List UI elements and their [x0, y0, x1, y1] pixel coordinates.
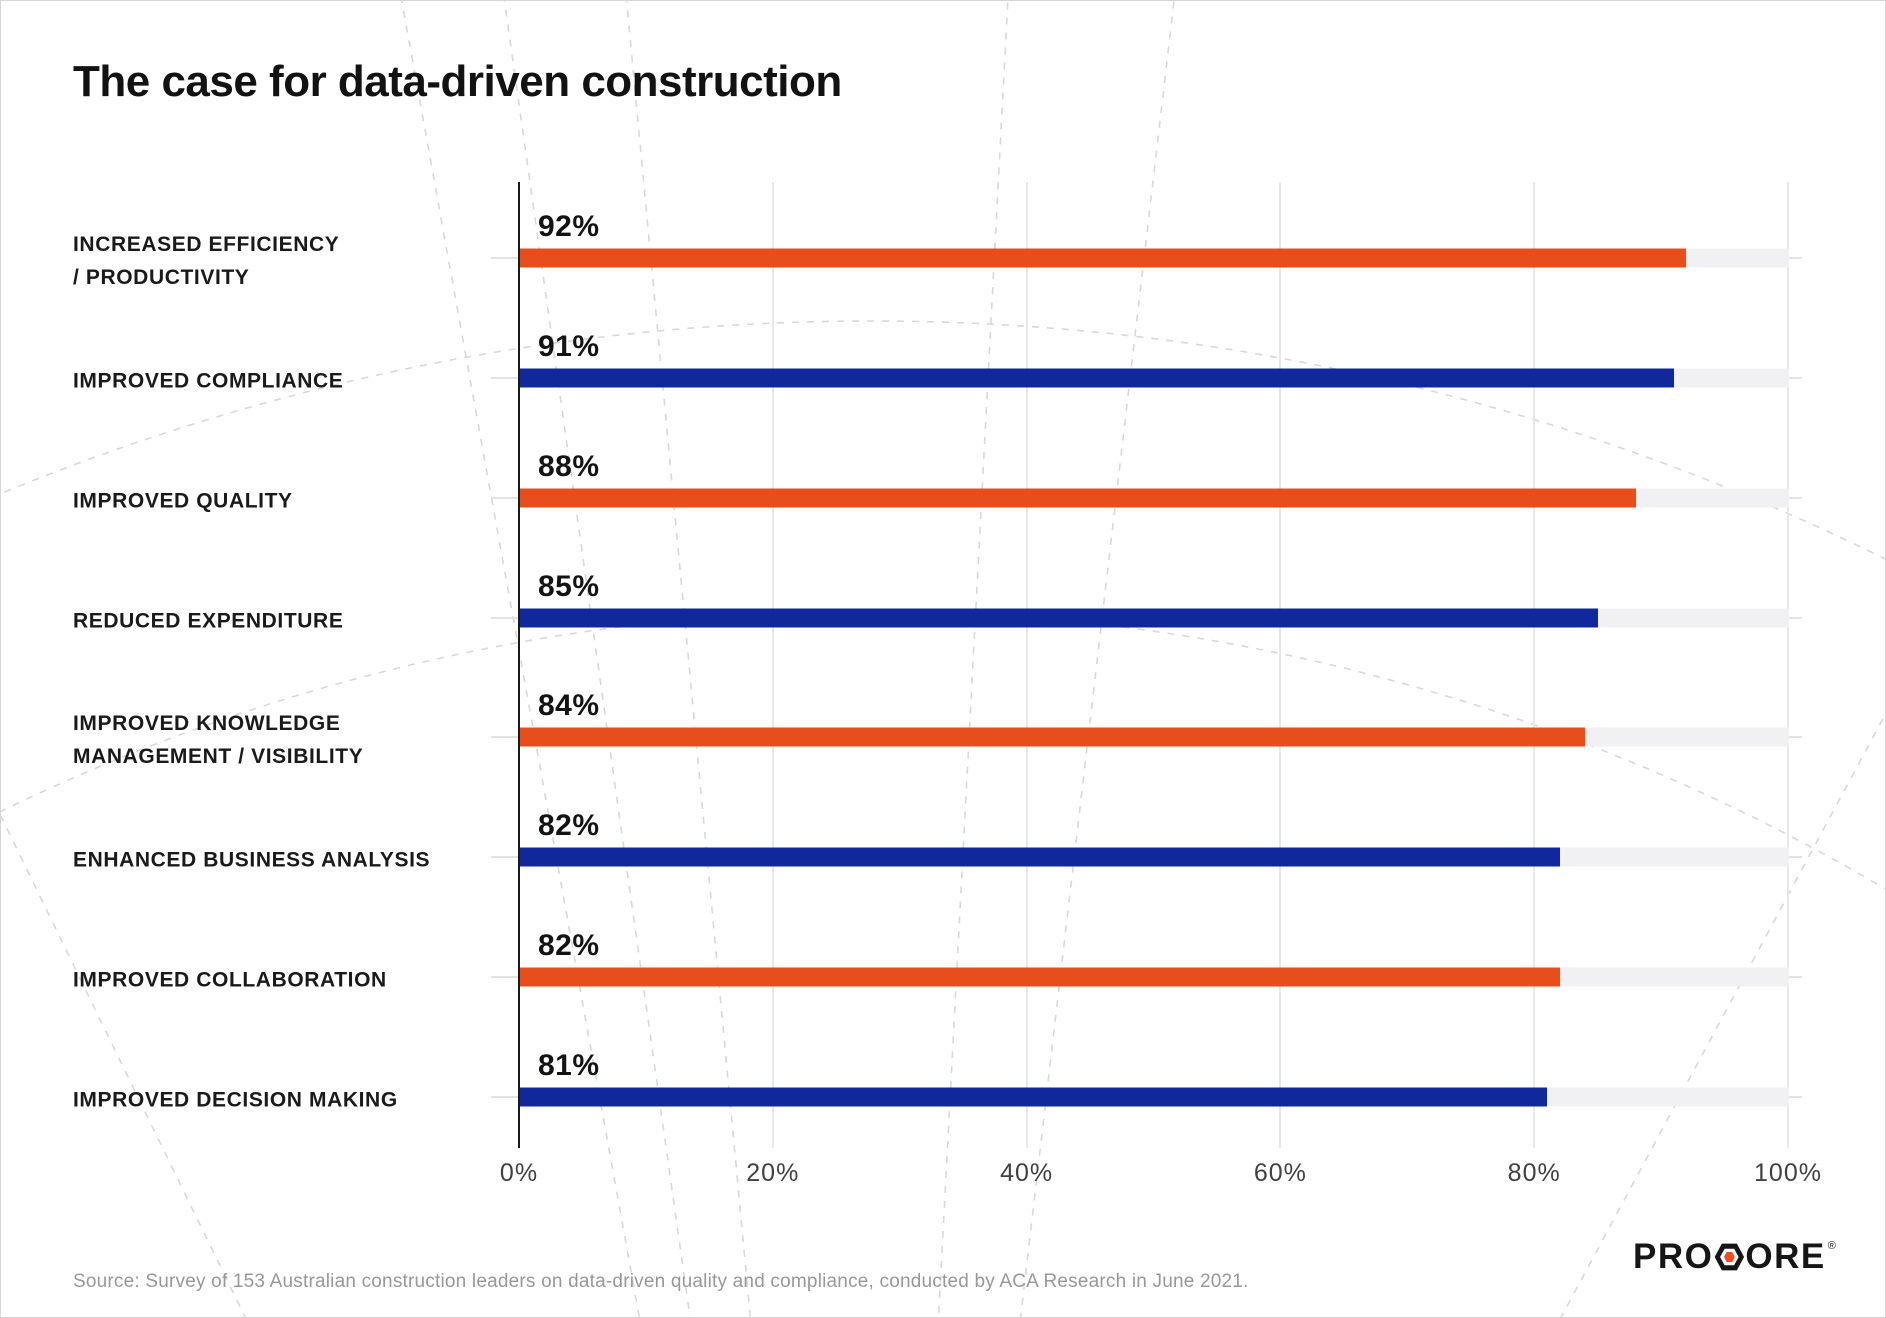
bar: [519, 727, 1585, 747]
category-label: IMPROVED COLLABORATION: [73, 968, 387, 992]
category-label: INCREASED EFFICIENCY / PRODUCTIVITY: [73, 233, 340, 289]
x-gridline: [771, 182, 774, 1148]
bar-value-label: 82%: [538, 929, 600, 963]
x-axis-tick-label: 0%: [499, 1159, 539, 1187]
bar-value-label: 88%: [538, 449, 600, 483]
bar-value-label: 82%: [538, 809, 600, 843]
procore-hexagon-icon: [1714, 1243, 1745, 1272]
x-axis-tick-label: 20%: [746, 1159, 800, 1187]
x-axis-tick-label: 40%: [1000, 1159, 1054, 1187]
bar-value-label: 84%: [538, 689, 600, 723]
category-label: IMPROVED DECISION MAKING: [73, 1088, 398, 1112]
logo-text-left: PRO: [1633, 1237, 1714, 1276]
category-label: IMPROVED COMPLIANCE: [73, 369, 344, 393]
x-axis-tick-label: 80%: [1507, 1159, 1561, 1187]
x-axis-tick-label: 100%: [1754, 1159, 1822, 1187]
bar-value-label: 91%: [538, 329, 600, 363]
source-note: Source: Survey of 153 Australian constru…: [73, 1271, 1249, 1292]
bar: [519, 1087, 1547, 1107]
logo-text-right: ORE: [1745, 1237, 1826, 1276]
bar: [519, 847, 1560, 867]
bar-value-label: 81%: [538, 1049, 600, 1083]
x-gridline: [1787, 182, 1789, 1148]
bar: [519, 368, 1674, 388]
bar: [519, 967, 1560, 987]
procore-logo: PRO ORE ®: [1633, 1237, 1836, 1276]
chart-title: The case for data-driven construction: [73, 57, 842, 106]
bar: [519, 248, 1687, 268]
x-axis-tick-label: 60%: [1253, 1159, 1307, 1187]
x-gridline: [1533, 182, 1536, 1148]
x-gridline: [1279, 182, 1282, 1148]
registered-trademark: ®: [1827, 1240, 1836, 1252]
bar-value-label: 85%: [538, 569, 600, 603]
category-label: IMPROVED KNOWLEDGE MANAGEMENT / VISIBILIT…: [73, 712, 364, 769]
bar: [519, 608, 1598, 628]
category-label: ENHANCED BUSINESS ANALYSIS: [73, 848, 431, 872]
category-label: REDUCED EXPENDITURE: [73, 609, 344, 633]
x-gridline: [1025, 182, 1028, 1148]
bar-value-label: 92%: [538, 210, 600, 243]
bar: [519, 488, 1636, 508]
y-axis-line: [518, 182, 520, 1148]
category-label: IMPROVED QUALITY: [73, 489, 293, 513]
